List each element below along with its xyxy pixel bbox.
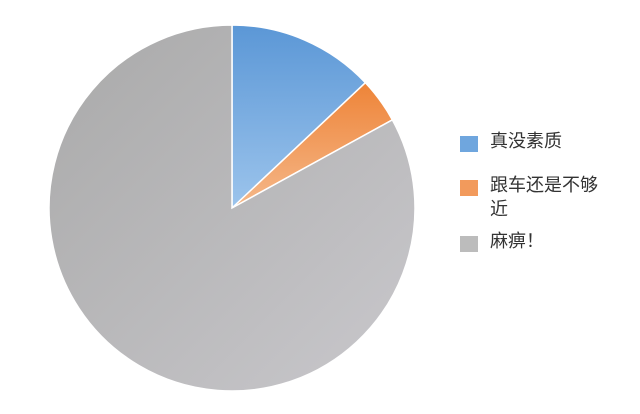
pie-slice-0 <box>231 24 367 210</box>
legend: 真没素质 跟车还是不够近 麻痹！ <box>460 130 600 274</box>
legend-swatch-blue <box>460 136 478 152</box>
legend-item-1: 跟车还是不够近 <box>460 174 600 222</box>
legend-item-0: 真没素质 <box>460 130 600 154</box>
legend-label: 真没素质 <box>490 131 562 152</box>
pie-slice-2 <box>48 24 416 392</box>
legend-item-2: 麻痹！ <box>460 230 600 254</box>
legend-swatch-gray <box>460 236 478 252</box>
legend-label: 跟车还是不够近 <box>490 175 598 220</box>
legend-label: 麻痹！ <box>490 231 544 252</box>
legend-swatch-orange <box>460 180 478 196</box>
